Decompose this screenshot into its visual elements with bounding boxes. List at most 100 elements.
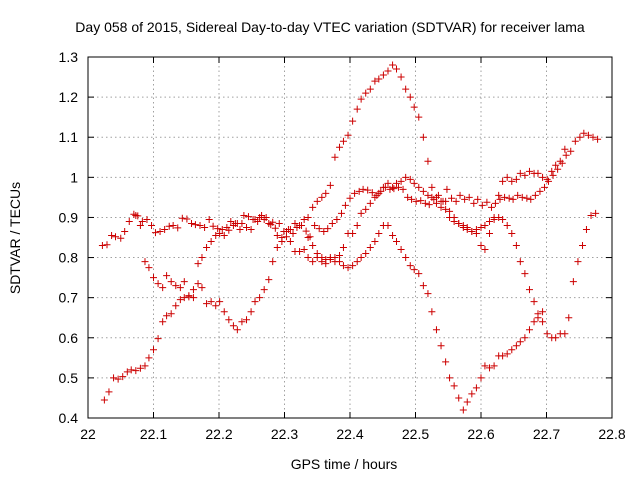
data-point: [339, 262, 347, 270]
data-point: [233, 326, 241, 334]
y-tick-label: 0.4: [59, 410, 79, 426]
data-point: [337, 209, 345, 217]
data-point: [180, 294, 188, 302]
data-point: [167, 278, 175, 286]
data-point: [481, 362, 489, 370]
data-point: [477, 223, 485, 231]
data-point: [503, 221, 511, 229]
data-point: [172, 282, 180, 290]
data-point: [333, 215, 341, 223]
data-point: [141, 258, 149, 266]
data-point: [474, 195, 482, 203]
data-point: [567, 147, 575, 155]
data-point: [534, 169, 542, 177]
data-point: [355, 187, 363, 195]
data-point: [328, 219, 336, 227]
x-tick-label: 22.4: [336, 426, 363, 442]
data-point: [366, 199, 374, 207]
data-point: [406, 262, 414, 270]
data-point: [483, 198, 491, 206]
data-point: [141, 362, 149, 370]
data-point: [132, 211, 140, 219]
data-point: [389, 183, 397, 191]
data-point: [446, 213, 454, 221]
data-point: [410, 179, 418, 187]
data-point: [132, 367, 140, 375]
data-point: [209, 222, 217, 230]
data-point: [461, 195, 469, 203]
data-point: [341, 201, 349, 209]
data-point: [384, 221, 392, 229]
data-point: [587, 211, 595, 219]
data-point: [419, 282, 427, 290]
data-point: [159, 284, 167, 292]
data-point: [251, 298, 259, 306]
data-point: [477, 242, 485, 250]
data-point: [251, 215, 259, 223]
y-tick-label: 0.8: [59, 250, 79, 266]
data-point: [432, 326, 440, 334]
data-point: [371, 77, 379, 85]
data-point: [165, 222, 173, 230]
data-point: [191, 221, 199, 229]
data-point: [286, 238, 294, 246]
data-point: [384, 179, 392, 187]
data-point: [271, 224, 279, 232]
data-point: [404, 193, 412, 201]
data-point: [163, 312, 171, 320]
y-axis-label: SDTVAR / TECUs: [7, 182, 23, 294]
data-point: [406, 93, 414, 101]
data-point: [145, 354, 153, 362]
data-point: [344, 264, 352, 272]
data-point: [446, 207, 454, 215]
data-point: [548, 167, 556, 175]
data-point: [136, 364, 144, 372]
data-point: [216, 229, 224, 237]
data-point: [589, 133, 597, 141]
y-tick-label: 0.7: [59, 290, 79, 306]
data-point: [366, 244, 374, 252]
data-point: [322, 256, 330, 264]
data-point: [183, 215, 191, 223]
data-point: [309, 258, 317, 266]
data-point: [459, 406, 467, 414]
data-point: [289, 229, 297, 237]
data-point: [336, 143, 344, 151]
data-point: [300, 246, 308, 254]
data-point: [357, 209, 365, 217]
data-point: [516, 169, 524, 177]
data-point: [496, 195, 504, 203]
data-point: [265, 276, 273, 284]
data-point: [463, 398, 471, 406]
data-point: [521, 334, 529, 342]
data-point: [486, 217, 494, 225]
data-point: [505, 194, 513, 202]
data-point: [105, 388, 113, 396]
data-point: [309, 203, 317, 211]
data-point: [275, 219, 283, 227]
data-point: [326, 254, 334, 262]
data-point: [518, 193, 526, 201]
data-point: [269, 218, 277, 226]
data-point: [167, 310, 175, 318]
data-point: [169, 221, 177, 229]
data-point: [201, 223, 209, 231]
data-point: [351, 189, 359, 197]
data-point: [437, 342, 445, 350]
data-point: [442, 205, 450, 213]
data-point: [110, 374, 118, 382]
data-point: [205, 215, 213, 223]
data-point: [278, 238, 286, 246]
data-point: [530, 298, 538, 306]
data-point: [229, 322, 237, 330]
data-point: [100, 396, 108, 404]
data-point: [594, 135, 602, 143]
data-point: [428, 308, 436, 316]
data-point: [402, 85, 410, 93]
data-point: [320, 227, 328, 235]
data-point: [424, 157, 432, 165]
data-point: [229, 221, 237, 229]
data-point: [574, 258, 582, 266]
data-point: [456, 191, 464, 199]
data-point: [174, 224, 182, 232]
